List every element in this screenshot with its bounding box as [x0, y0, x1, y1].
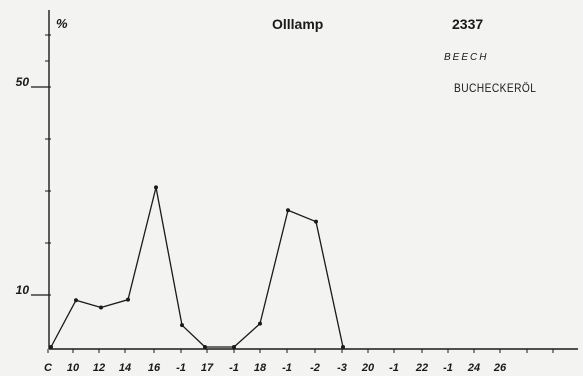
chart-title: Olllamp [272, 16, 324, 32]
x-tick-label: -1 [443, 362, 453, 374]
x-tick-label: 26 [493, 362, 507, 374]
x-tick-label: 17 [201, 362, 214, 374]
data-point [314, 219, 318, 224]
x-tick-label: 18 [254, 362, 267, 374]
data-point [180, 323, 184, 328]
sample-code: 2337 [452, 16, 484, 32]
x-tick-label: -1 [389, 362, 399, 374]
y-tick-label: 50 [16, 75, 30, 89]
y-unit-label: % [56, 16, 68, 31]
x-tick-label: 24 [467, 362, 480, 374]
data-point [126, 297, 130, 302]
x-tick-label: 14 [119, 362, 131, 374]
species-label-de: BUCHECKERÖL [454, 81, 537, 95]
data-point [232, 345, 236, 349]
x-tick-label: -1 [229, 362, 239, 374]
x-tick-label: 16 [148, 362, 161, 374]
series-line [50, 186, 344, 348]
data-point [258, 321, 262, 326]
data-point [49, 345, 53, 349]
x-tick-label: 20 [361, 362, 375, 374]
data-point [154, 185, 158, 190]
y-tick-label: 10 [16, 283, 30, 297]
data-point [286, 208, 290, 213]
x-tick-label: -1 [282, 362, 292, 374]
x-tick-label: -3 [337, 362, 347, 374]
x-tick-label: 12 [93, 362, 105, 374]
x-tick-label: -1 [176, 362, 186, 374]
data-point [99, 305, 103, 310]
species-label-en: BEECH [444, 52, 489, 63]
x-tick-label: C [44, 362, 53, 374]
data-point [203, 345, 207, 349]
x-tick-label: 10 [67, 362, 80, 374]
data-point [341, 345, 345, 349]
x-tick-label: -2 [310, 362, 320, 374]
data-point [74, 298, 78, 303]
x-tick-label: 22 [415, 362, 428, 374]
